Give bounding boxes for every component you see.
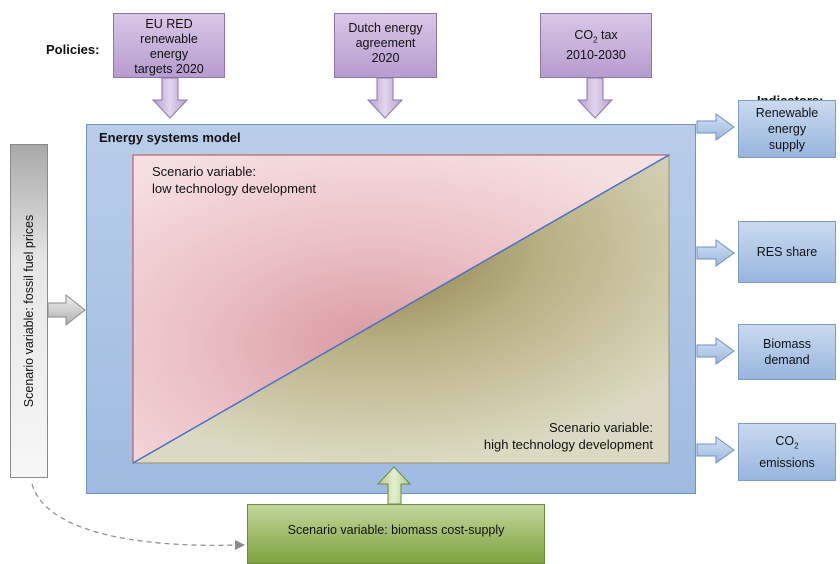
indicator-co2-emissions: CO2 emissions [738, 423, 836, 481]
policy-eu-red-line: EU RED [145, 17, 193, 31]
fossil-fuel-prices-label: Scenario variable: fossil fuel prices [22, 214, 36, 408]
high-tech-label: Scenario variable: high technology devel… [484, 419, 653, 453]
indicator-renewable-energy-supply: Renewable energy supply [738, 100, 836, 158]
indicator-line: emissions [759, 455, 815, 470]
low-tech-label: Scenario variable: low technology develo… [152, 163, 316, 197]
policies-label: Policies: [46, 42, 100, 57]
indicator-line: Biomass [763, 337, 811, 351]
low-tech-line: low technology development [152, 181, 317, 196]
co2-text: CO [775, 434, 795, 449]
indicator-line: demand [764, 353, 810, 367]
policy-eu-red-line: energy [149, 47, 189, 61]
dashed-connector [31, 483, 238, 546]
policy-co2-tax: CO2 tax 2010-2030 [540, 13, 652, 78]
fossil-arrow [47, 293, 86, 327]
policy-dutch-line: 2020 [371, 51, 400, 65]
policy-co2-years: 2010-2030 [566, 47, 626, 62]
policy-arrow-1 [151, 77, 189, 119]
dashed-connector-head [235, 540, 245, 550]
indicator-arrow-2 [696, 239, 735, 267]
biomass-cost-supply-box: Scenario variable: biomass cost-supply [247, 504, 545, 564]
indicator-arrow-1 [696, 113, 735, 141]
fossil-fuel-prices-box [10, 144, 48, 478]
indicator-line: CO2 [759, 433, 815, 455]
policy-eu-red-line: targets 2020 [134, 62, 204, 76]
indicator-biomass-demand: Biomass demand [738, 324, 836, 380]
high-tech-line: Scenario variable: [548, 420, 653, 435]
biomass-cost-supply-label: Scenario variable: biomass cost-supply [287, 523, 505, 537]
indicator-res-share: RES share [738, 221, 836, 283]
indicator-line: energy [767, 122, 807, 136]
indicator-arrow-3 [696, 337, 735, 365]
policy-dutch-line: agreement [355, 36, 416, 50]
low-tech-line: Scenario variable: [152, 164, 257, 179]
tax-text: tax [597, 28, 618, 42]
indicator-line: supply [768, 138, 806, 152]
policy-arrow-2 [366, 77, 404, 119]
indicator-line: RES share [756, 245, 818, 259]
policy-dutch-energy: Dutch energy agreement 2020 [334, 13, 437, 78]
policy-eu-red: EU RED renewable energy targets 2020 [113, 13, 225, 78]
indicator-line: Renewable [755, 106, 819, 120]
co2-text: CO [574, 28, 594, 42]
policy-eu-red-line: renewable [140, 32, 198, 46]
high-tech-line: high technology development [483, 437, 653, 452]
policy-dutch-line: Dutch energy [348, 21, 423, 35]
policy-co2-line: CO2 tax [541, 28, 651, 48]
co2-subscript: 2 [593, 35, 598, 45]
policy-arrow-3 [576, 77, 614, 119]
triangle-divider [132, 154, 670, 464]
indicator-arrow-4 [696, 436, 735, 464]
biomass-arrow [376, 466, 412, 505]
model-title: Energy systems model [99, 130, 241, 145]
co2-subscript: 2 [794, 441, 799, 451]
